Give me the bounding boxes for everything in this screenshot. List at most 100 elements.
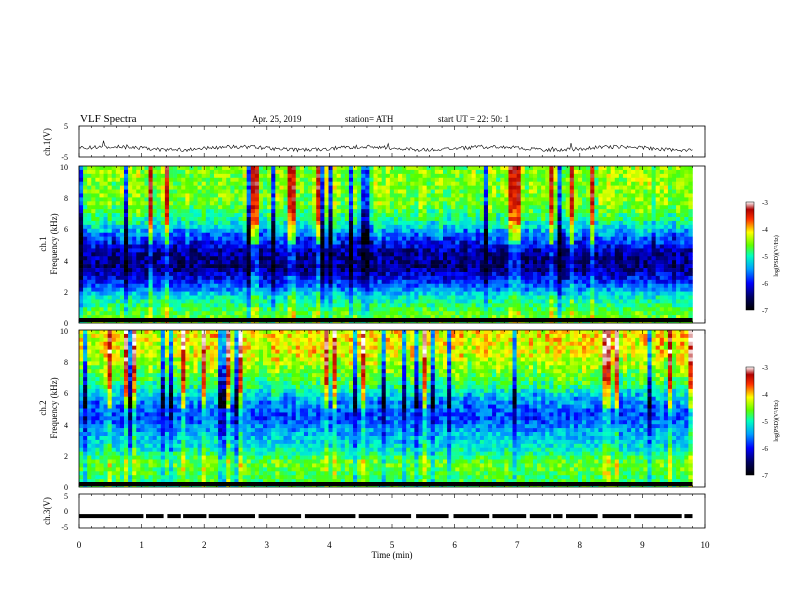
spectrogram-cell — [128, 291, 133, 296]
spectrogram-cell — [99, 260, 104, 265]
spectrogram-cell — [508, 166, 513, 171]
spectrogram-cell — [332, 279, 337, 285]
spectrogram-cell — [79, 189, 84, 194]
spectrogram-cell — [406, 279, 411, 285]
spectrogram-cell — [655, 205, 661, 210]
spectrogram-cell — [549, 169, 554, 175]
spectrogram-cell — [218, 264, 223, 269]
spectrogram-cell — [663, 283, 669, 288]
spectrogram-cell — [226, 193, 231, 198]
spectrogram-cell — [565, 271, 571, 277]
spectrogram-cell — [144, 283, 149, 288]
spectrogram-cell — [479, 228, 485, 234]
spectrogram-cell — [532, 166, 538, 171]
spectrogram-cell — [667, 193, 673, 198]
spectrogram-cell — [312, 173, 317, 179]
spectrogram-cell — [123, 193, 129, 198]
spectrogram-cell — [618, 220, 624, 226]
spectrogram-cell — [87, 166, 92, 171]
spectrogram-cell — [156, 252, 162, 257]
spectrogram-cell — [340, 220, 346, 226]
spectrogram-cell — [328, 189, 333, 194]
spectrogram-cell — [590, 291, 595, 296]
spectrogram-cell — [569, 260, 575, 265]
spectrogram-cell — [173, 271, 178, 277]
spectrogram-cell — [672, 169, 677, 175]
spectrogram-cell — [177, 271, 182, 277]
spectrogram-cell — [541, 224, 546, 230]
spectrogram-cell — [418, 275, 423, 281]
spectrogram-cell — [663, 224, 669, 230]
spectrogram-cell — [168, 228, 174, 234]
spectrogram-cell — [422, 271, 427, 277]
spectrogram-cell — [152, 287, 158, 292]
spectrogram-cell — [582, 189, 587, 194]
spectrogram-cell — [672, 279, 677, 285]
spectrogram-cell — [667, 185, 673, 190]
spectrogram-cell — [680, 287, 685, 292]
spectrogram-cell — [565, 244, 571, 249]
spectrogram-cell — [516, 240, 522, 245]
spectrogram-cell — [455, 209, 460, 214]
spectrogram-cell — [340, 244, 346, 249]
spectrogram-cell — [291, 244, 297, 249]
spectrogram-cell — [406, 169, 411, 175]
spectrogram-cell — [357, 177, 362, 182]
spectrogram-cell — [357, 197, 362, 202]
spectrogram-cell — [79, 232, 84, 237]
spectrogram-cell — [492, 232, 497, 237]
spectrogram-cell — [430, 193, 436, 198]
spectrogram-cell — [680, 275, 685, 281]
spectrogram-cell — [447, 224, 452, 230]
spectrogram-cell — [250, 252, 256, 257]
spectrogram-cell — [598, 287, 603, 292]
spectrogram-cell — [680, 264, 685, 269]
spectrogram-cell — [79, 244, 84, 249]
spectrogram-cell — [459, 279, 464, 285]
spectrogram-cell — [324, 236, 329, 241]
spectrogram-cell — [91, 220, 96, 226]
spectrogram-cell — [659, 271, 665, 277]
spectrogram-cell — [516, 264, 522, 269]
spectrogram-cell — [647, 213, 652, 218]
spectrogram-cell — [99, 224, 104, 230]
spectrogram-cell — [279, 169, 284, 175]
spectrogram-cell — [287, 205, 292, 210]
spectrogram-cell — [647, 201, 652, 206]
spectrogram-cell — [532, 240, 538, 245]
spectrogram-cell — [205, 201, 211, 206]
spectrogram-cell — [631, 256, 636, 261]
spectrogram-cell — [357, 244, 362, 249]
spectrogram-cell — [299, 279, 305, 285]
spectrogram-cell — [389, 291, 395, 296]
spectrogram-cell — [226, 177, 231, 182]
spectrogram-cell — [87, 291, 92, 296]
spectrogram-cell — [320, 291, 325, 296]
spectrogram-cell — [213, 260, 219, 265]
spectrogram-cell — [332, 232, 337, 237]
spectrogram-cell — [152, 279, 158, 285]
spectrogram-cell — [500, 224, 505, 230]
spectrogram-cell — [586, 224, 591, 230]
spectrogram-cell — [373, 213, 378, 218]
spectrogram-cell — [631, 169, 636, 175]
spectrogram-cell — [520, 232, 526, 237]
spectrogram-cell — [205, 279, 211, 285]
spectrogram-cell — [655, 244, 661, 249]
spectrogram-cell — [381, 283, 387, 288]
spectrogram-cell — [103, 166, 108, 171]
spectrogram-cell — [308, 291, 313, 296]
spectrogram-cell — [103, 252, 108, 257]
spectrogram-cell — [516, 275, 522, 281]
spectrogram-cell — [377, 213, 382, 218]
spectrogram-cell — [205, 213, 211, 218]
spectrogram-cell — [369, 240, 374, 245]
spectrogram-cell — [426, 185, 432, 190]
spectrogram-cell — [279, 220, 284, 226]
spectrogram-cell — [140, 260, 145, 265]
spectrogram-cell — [324, 260, 329, 265]
spectrogram-cell — [622, 173, 628, 179]
spectrogram-cell — [639, 279, 644, 285]
spectrogram-cell — [324, 240, 329, 245]
